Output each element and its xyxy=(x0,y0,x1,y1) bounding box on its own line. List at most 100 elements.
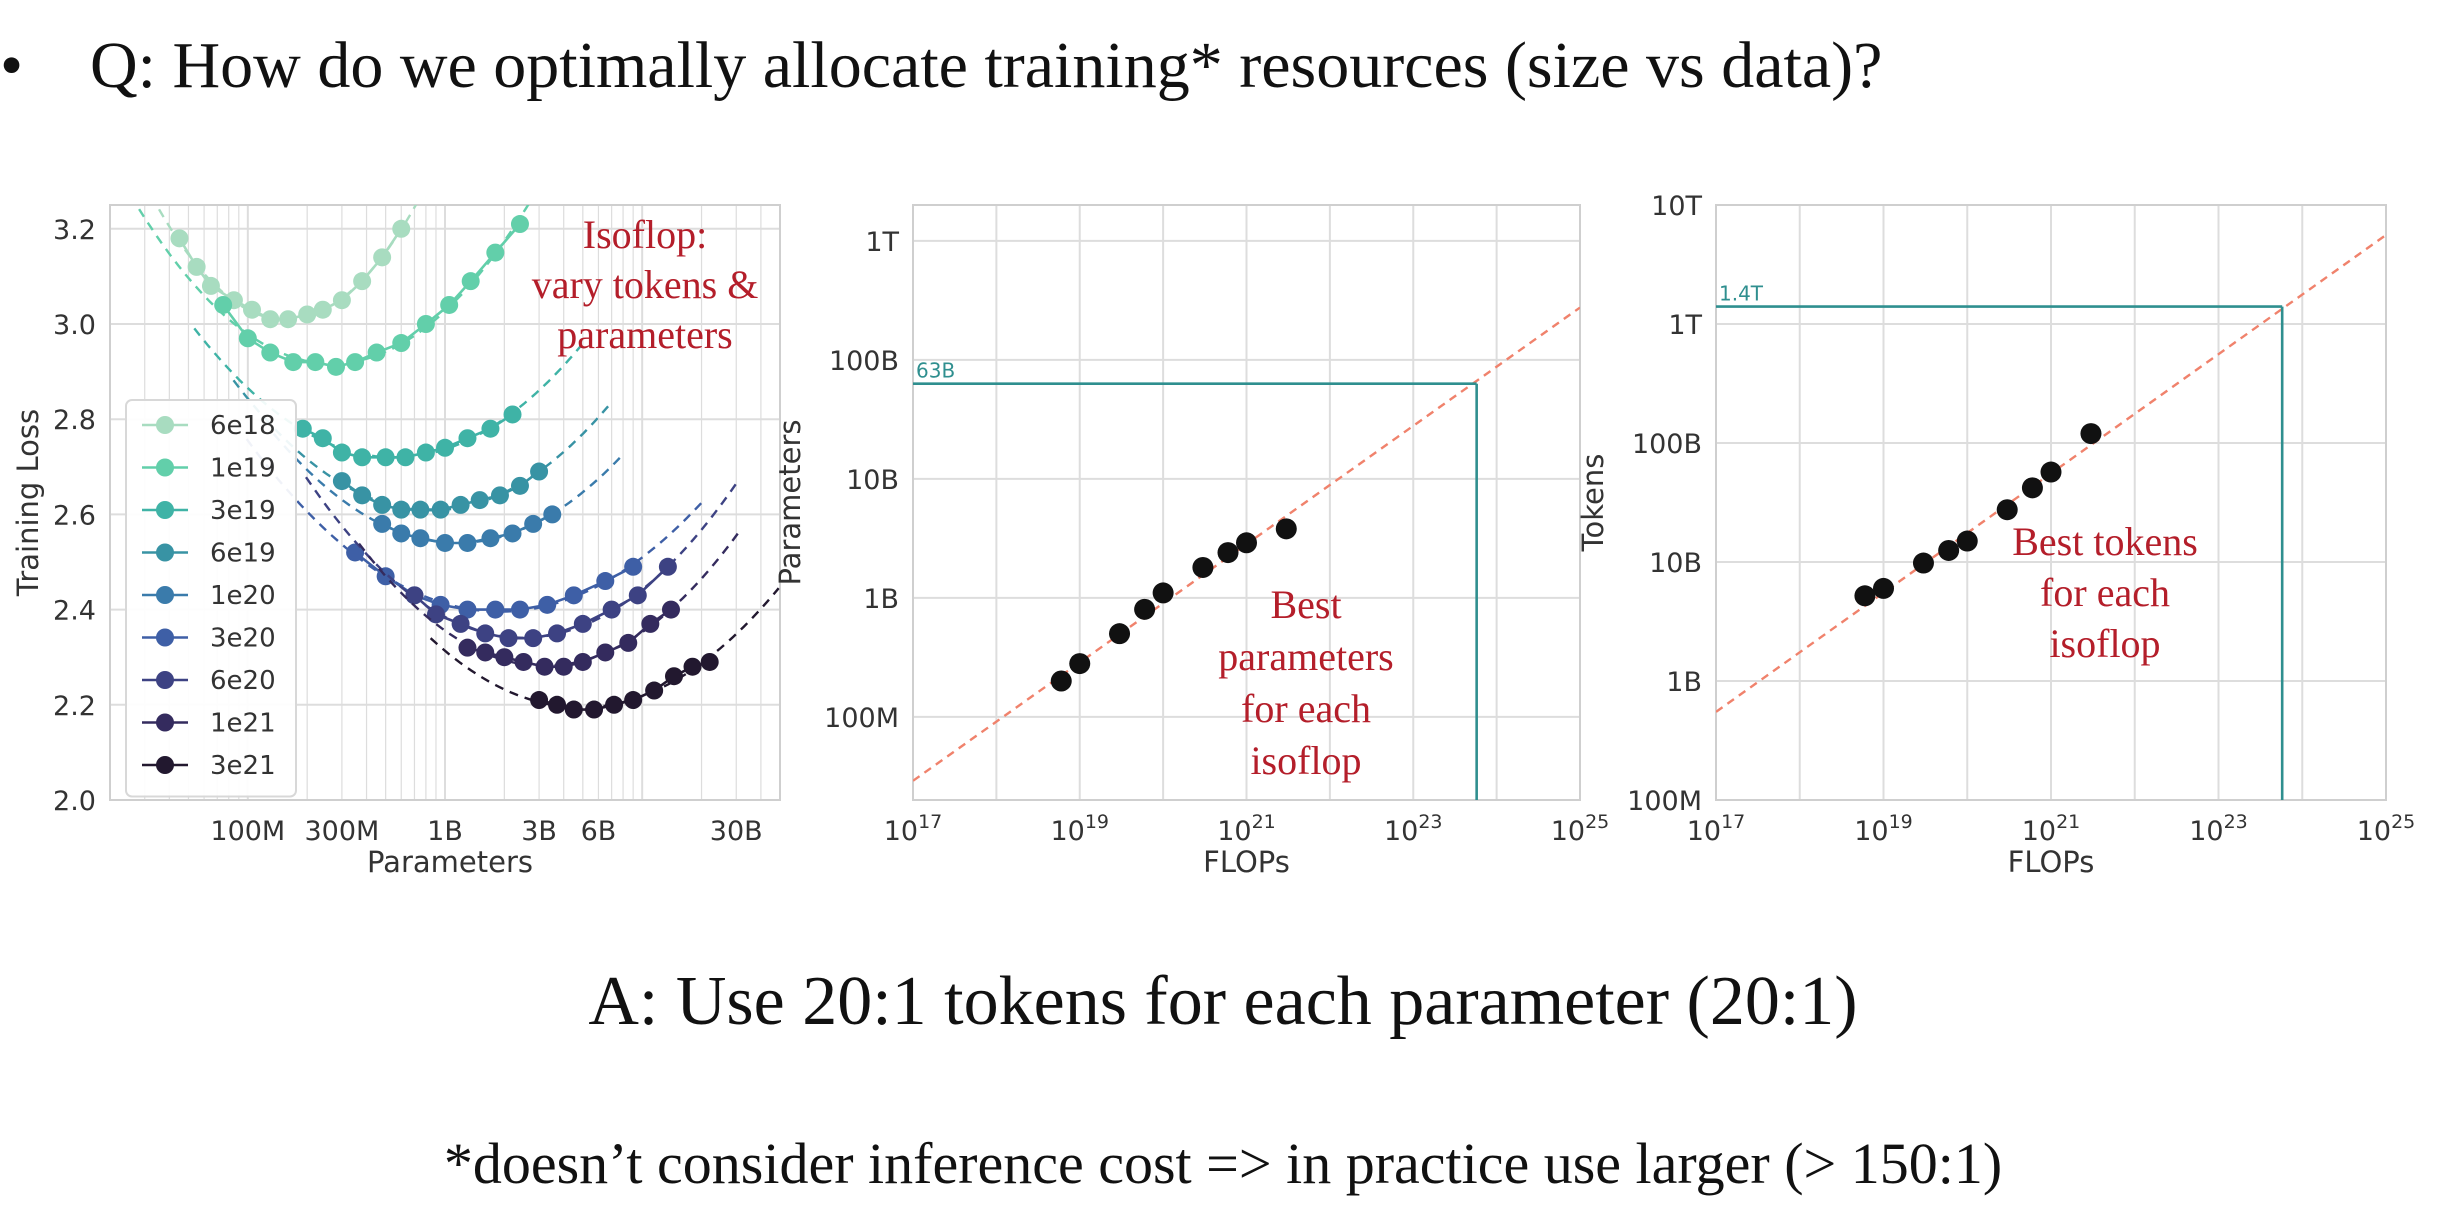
charts-figure: 2.0 2.2 2.4 2.6 2.8 3.0 3.2 100M 300M 1B 3B 6B 30B Pa… xyxy=(11,191,2416,879)
parameters-annotation-line: Best xyxy=(1270,582,1341,627)
legend-label-3e21: 3e21 xyxy=(210,751,276,781)
answer-text: A: Use 20:1 tokens for each parameter (2… xyxy=(588,963,1858,1040)
question-line: • Q: How do we optimally allocate trainin… xyxy=(0,28,1882,104)
loss-point xyxy=(554,657,573,676)
y-tick-label: 10T xyxy=(1651,191,1702,222)
loss-point xyxy=(564,586,583,605)
y-tick-label: 2.6 xyxy=(53,500,96,531)
parameters-annotation-line: for each xyxy=(1241,686,1371,731)
loss-point xyxy=(313,300,332,319)
loss-point xyxy=(392,334,411,353)
x-tick-label: 1025 xyxy=(2357,811,2416,847)
loss-point xyxy=(661,600,680,619)
y-tick-label: 2.0 xyxy=(53,786,96,817)
curves-layer xyxy=(135,205,780,719)
legend-label-3e20: 3e20 xyxy=(210,624,276,654)
loss-point xyxy=(353,272,372,291)
loss-point xyxy=(564,700,583,719)
loss-point xyxy=(284,353,303,372)
loss-point xyxy=(458,638,477,657)
loss-point xyxy=(332,472,351,491)
x-tick-label: 1021 xyxy=(2022,811,2081,847)
loss-point xyxy=(596,643,615,662)
loss-point xyxy=(451,614,470,633)
x-tick-exponent: 21 xyxy=(1252,811,1276,833)
y-tick-label: 1T xyxy=(1668,310,1702,341)
loss-point xyxy=(367,343,386,362)
y-tick-label: 10B xyxy=(846,465,899,496)
loss-point xyxy=(405,586,424,605)
loss-point xyxy=(170,229,189,248)
loss-point xyxy=(543,505,562,524)
x-tick-label: 1017 xyxy=(884,811,943,847)
y-tick-label: 1B xyxy=(1666,667,1702,698)
x-tick-label: 1019 xyxy=(1854,811,1913,847)
legend-swatch-marker xyxy=(156,713,174,732)
optimal-point xyxy=(1217,542,1239,564)
loss-point xyxy=(261,310,280,329)
loss-point xyxy=(458,600,477,619)
loss-point xyxy=(683,657,702,676)
optimal-point xyxy=(2080,423,2102,445)
projection-label: 1.4T xyxy=(1719,282,1764,306)
x-tick-exponent: 25 xyxy=(1585,811,1609,833)
loss-point xyxy=(392,524,411,543)
loss-point xyxy=(510,476,529,495)
loss-point xyxy=(486,600,505,619)
y-tick-label: 10B xyxy=(1649,548,1702,579)
loss-point xyxy=(416,315,435,333)
x-tick-label: 1B xyxy=(427,816,463,847)
loss-point xyxy=(353,448,372,467)
loss-point xyxy=(624,691,643,710)
loss-point xyxy=(261,343,280,362)
loss-point xyxy=(392,500,411,519)
legend-swatch-marker xyxy=(156,501,174,519)
loss-point xyxy=(411,529,430,548)
loss-point xyxy=(658,557,677,576)
legend-swatch-marker xyxy=(156,628,174,647)
x-tick-label: 1019 xyxy=(1050,811,1109,847)
loss-point xyxy=(619,633,638,652)
optimal-point xyxy=(2021,477,2043,499)
tokens-annotation-line: Best tokens xyxy=(2012,519,2198,564)
loss-point xyxy=(279,310,298,329)
legend-swatch-marker xyxy=(156,671,174,689)
loss-point xyxy=(503,405,522,424)
loss-point xyxy=(535,657,554,676)
x-tick-exponent: 21 xyxy=(2056,811,2080,833)
optimal-point xyxy=(2040,461,2062,483)
marks-layer xyxy=(1716,233,2386,800)
y-tick-label: 1B xyxy=(863,584,899,615)
loss-point xyxy=(514,652,533,671)
loss-point xyxy=(187,257,206,276)
loss-point xyxy=(376,448,395,467)
loss-point xyxy=(530,691,549,710)
optimal-point xyxy=(1912,552,1934,574)
optimal-point xyxy=(1873,577,1894,599)
x-tick-exponent: 23 xyxy=(2224,811,2248,833)
loss-point xyxy=(524,514,543,533)
loss-point xyxy=(476,624,495,643)
x-tick-label: 6B xyxy=(581,816,617,847)
fit-curve-6e18 xyxy=(155,205,418,321)
x-tick-label: 3B xyxy=(521,816,557,847)
loss-point xyxy=(470,491,489,510)
plot-frame xyxy=(1715,204,2387,801)
plot-frame xyxy=(109,204,781,801)
x-tick-label: 1023 xyxy=(2189,811,2248,847)
legend-swatch-marker xyxy=(156,416,174,434)
loss-point xyxy=(490,486,509,505)
loss-point xyxy=(293,419,312,438)
x-tick-exponent: 25 xyxy=(2391,811,2415,833)
x-tick-exponent: 19 xyxy=(1085,811,1109,833)
optimal-point xyxy=(1938,539,1960,561)
parameters-annotation-line: parameters xyxy=(1218,634,1393,679)
footnote-text: *doesn’t consider inference cost => in p… xyxy=(443,1131,2003,1196)
loss-point xyxy=(332,443,351,462)
legend-label-1e20: 1e20 xyxy=(210,581,276,611)
y-tick-label: 1T xyxy=(865,227,899,258)
x-tick-label: 1017 xyxy=(1687,811,1746,847)
series-line-6e18 xyxy=(178,228,403,321)
loss-point xyxy=(602,600,621,619)
legend-swatch-marker xyxy=(156,543,174,562)
